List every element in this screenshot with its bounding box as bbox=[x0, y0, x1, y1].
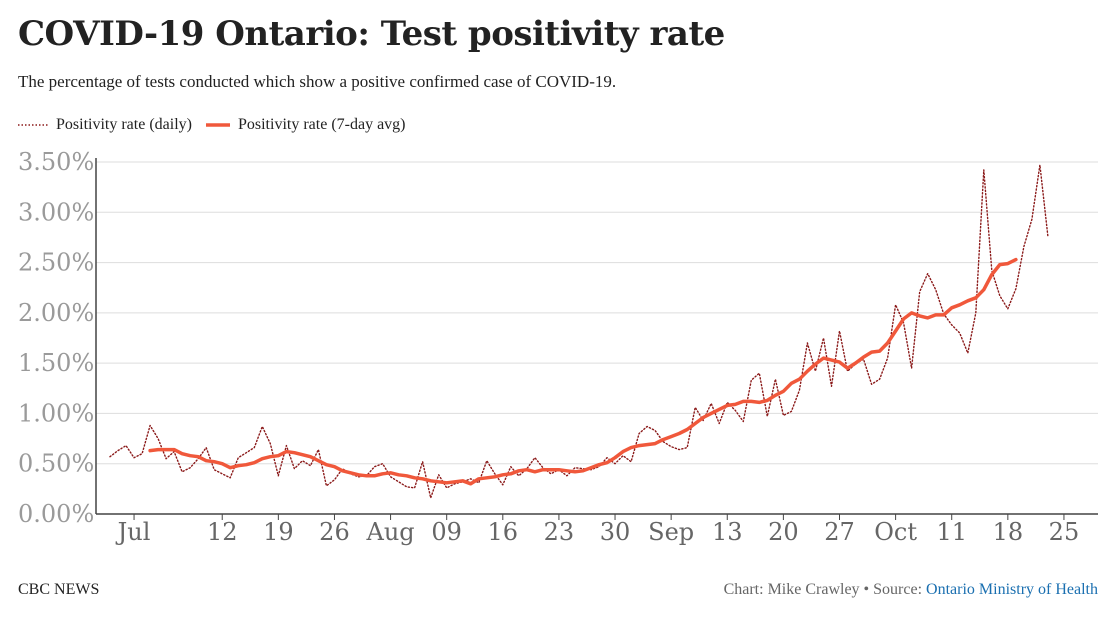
x-tick-label: 13 bbox=[712, 518, 743, 546]
y-tick-label: 1.50% bbox=[18, 349, 94, 377]
y-tick-label: 0.00% bbox=[18, 500, 94, 528]
legend-label-avg: Positivity rate (7-day avg) bbox=[237, 116, 406, 133]
x-axis-ticks: Jul 12 19 26 Aug 09 16 23 30 Sep 13 20 27 Oct 11 18 25 bbox=[115, 514, 1080, 546]
y-axis-ticks: 0.00% 0.50% 1.00% 1.50% 2.00% 2.50% 3.00% 3.50% bbox=[18, 148, 94, 528]
x-tick-label: 19 bbox=[263, 518, 294, 546]
y-tick-label: 0.50% bbox=[18, 450, 94, 478]
chart-legend: Positivity rate (daily) Positivity rate … bbox=[18, 116, 420, 134]
x-tick-label: 09 bbox=[431, 518, 462, 546]
source-link[interactable]: Ontario Ministry of Health bbox=[926, 581, 1098, 598]
legend-label-daily: Positivity rate (daily) bbox=[56, 116, 192, 133]
x-tick-label: Jul bbox=[115, 518, 151, 546]
series-line-7day-avg bbox=[148, 257, 1018, 486]
x-tick-label: Oct bbox=[874, 518, 917, 546]
x-tick-label: 25 bbox=[1049, 518, 1080, 546]
x-tick-label: 11 bbox=[936, 518, 967, 546]
x-tick-label: 26 bbox=[319, 518, 350, 546]
x-tick-label: 18 bbox=[993, 518, 1024, 546]
x-tick-label: 30 bbox=[600, 518, 631, 546]
credit-text: Chart: Mike Crawley • Source: bbox=[723, 581, 927, 598]
x-tick-label: 12 bbox=[207, 518, 238, 546]
brand-label: CBC NEWS bbox=[18, 581, 100, 598]
legend-item-daily: Positivity rate (daily) bbox=[18, 116, 192, 134]
series-line-daily bbox=[109, 164, 1049, 499]
chart-credit: Chart: Mike Crawley • Source: Ontario Mi… bbox=[724, 581, 1098, 599]
x-tick-label: 20 bbox=[768, 518, 799, 546]
chart-subtitle: The percentage of tests conducted which … bbox=[18, 72, 617, 91]
chart-title: COVID-19 Ontario: Test positivity rate bbox=[18, 14, 725, 54]
y-tick-label: 1.00% bbox=[18, 399, 94, 427]
series-layer bbox=[109, 164, 1049, 499]
x-tick-label: 27 bbox=[824, 518, 855, 546]
y-tick-label: 2.50% bbox=[18, 249, 94, 277]
legend-swatch-daily bbox=[18, 124, 48, 126]
x-tick-label: Sep bbox=[648, 518, 694, 546]
legend-item-avg: Positivity rate (7-day avg) bbox=[205, 116, 406, 134]
y-tick-label: 2.00% bbox=[18, 299, 94, 327]
legend-swatch-avg bbox=[205, 123, 230, 127]
y-tick-label: 3.00% bbox=[18, 198, 94, 226]
y-tick-label: 3.50% bbox=[18, 148, 94, 176]
x-tick-label: 23 bbox=[544, 518, 575, 546]
x-tick-label: Aug bbox=[365, 518, 414, 546]
x-tick-label: 16 bbox=[488, 518, 519, 546]
grid-layer bbox=[95, 158, 1098, 515]
